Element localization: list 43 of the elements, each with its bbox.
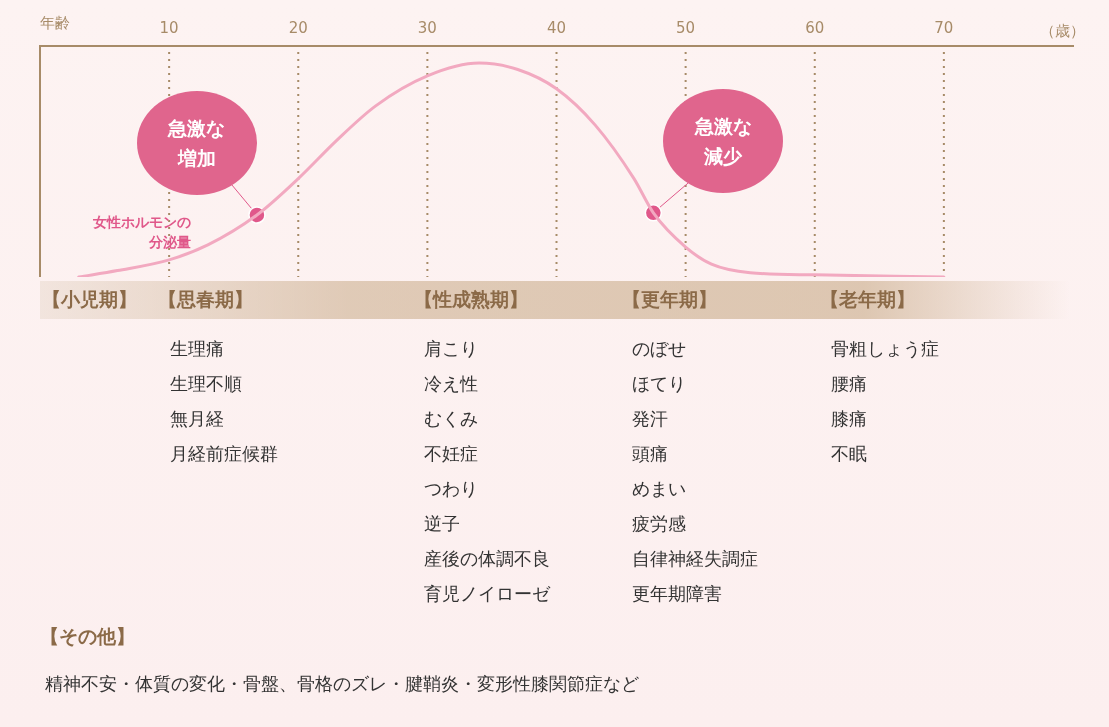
text: 無月経 xyxy=(170,407,224,431)
text: 月経前症候群 xyxy=(170,442,278,466)
text: 【老年期】 xyxy=(820,287,915,312)
text: 疲労感 xyxy=(632,512,686,536)
text: 逆子 xyxy=(424,512,460,536)
x-tick-label: 50 xyxy=(676,18,696,37)
text: 【性成熟期】 xyxy=(414,287,528,312)
text: 膝痛 xyxy=(831,407,867,431)
text: つわり xyxy=(424,477,478,501)
text: 不妊症 xyxy=(424,442,478,466)
text: 【思春期】 xyxy=(158,287,253,312)
text: ほてり xyxy=(632,372,686,396)
x-tick-label: 30 xyxy=(417,18,437,37)
text: 冷え性 xyxy=(424,372,478,396)
text: 【その他】 xyxy=(40,624,135,649)
x-tick-label: 20 xyxy=(288,18,308,37)
series-label: 女性ホルモンの分泌量 xyxy=(92,212,192,252)
text: 発汗 xyxy=(632,407,668,431)
annotation: 急激な増加 xyxy=(166,115,227,171)
text: 精神不安・体質の変化・骨盤、骨格のズレ・腱鞘炎・変形性膝関節症など xyxy=(45,672,639,696)
annotation: 急激な減少 xyxy=(693,113,753,169)
text: めまい xyxy=(632,477,686,501)
text: 頭痛 xyxy=(632,442,668,466)
text: 骨粗しょう症 xyxy=(831,337,939,361)
text: 生理痛 xyxy=(170,337,224,361)
x-tick-label: 70 xyxy=(934,18,954,37)
text: 不眠 xyxy=(831,442,867,466)
text: のぼせ xyxy=(632,337,686,361)
text: 生理不順 xyxy=(170,372,242,396)
text: 産後の体調不良 xyxy=(424,547,550,571)
text: 腰痛 xyxy=(831,372,867,396)
x-axis-title: 年齢 xyxy=(40,13,70,32)
text: 【小児期】 xyxy=(42,287,137,312)
text: むくみ xyxy=(424,407,478,431)
text: （歳） xyxy=(1040,22,1085,41)
text: 自律神経失調症 xyxy=(632,547,758,571)
text: 肩こり xyxy=(424,337,478,361)
x-tick-label: 60 xyxy=(805,18,825,37)
text: 【更年期】 xyxy=(622,287,717,312)
x-tick-label: 10 xyxy=(159,18,179,37)
text: 育児ノイローゼ xyxy=(424,582,550,606)
text: 更年期障害 xyxy=(632,582,722,606)
x-tick-label: 40 xyxy=(546,18,567,37)
